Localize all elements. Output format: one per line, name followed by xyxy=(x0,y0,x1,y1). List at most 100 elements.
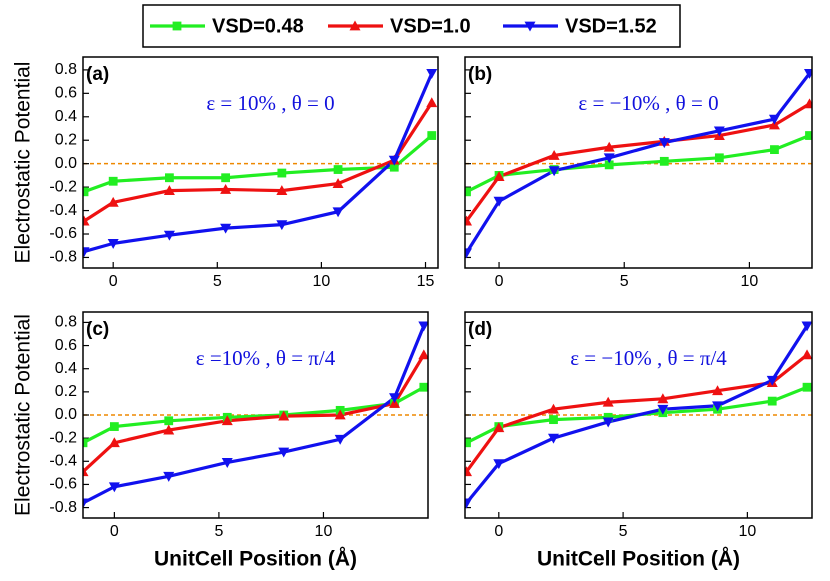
legend-label: VSD=1.0 xyxy=(390,15,471,37)
y-tick-label: -0.8 xyxy=(49,499,77,516)
marker xyxy=(427,131,437,140)
y-tick-label: 0.0 xyxy=(55,155,77,172)
marker xyxy=(803,69,812,79)
x-tick-label: 0 xyxy=(109,273,118,290)
marker xyxy=(221,173,231,183)
marker xyxy=(109,422,119,431)
marker xyxy=(465,248,473,259)
marker xyxy=(770,145,779,155)
y-tick-label: 0.6 xyxy=(55,337,77,354)
marker xyxy=(803,98,812,109)
y-tick-label: 0.4 xyxy=(55,360,77,377)
marker xyxy=(419,382,428,392)
marker xyxy=(465,466,472,477)
marker xyxy=(659,156,669,166)
marker xyxy=(657,393,669,404)
marker xyxy=(493,171,505,181)
y-tick-label: -0.4 xyxy=(49,202,77,219)
y-tick-label: -0.6 xyxy=(49,225,77,242)
marker xyxy=(602,417,614,428)
marker xyxy=(768,114,780,125)
marker xyxy=(713,126,725,137)
series-line xyxy=(465,72,811,254)
y-axis-label: Electrostatic Potential xyxy=(12,314,35,516)
marker xyxy=(220,183,232,194)
x-tick-label: 0 xyxy=(494,523,503,540)
marker xyxy=(547,433,559,444)
plot-area xyxy=(465,321,812,509)
y-tick-label: 0.0 xyxy=(55,406,77,423)
x-tick-label: 10 xyxy=(313,273,331,290)
marker xyxy=(465,498,472,509)
y-tick-label: -0.6 xyxy=(49,476,77,493)
marker xyxy=(389,162,399,172)
marker xyxy=(388,155,400,166)
panel-label: (c) xyxy=(86,319,109,340)
marker xyxy=(548,166,560,177)
plot-area xyxy=(83,321,428,509)
series-line xyxy=(83,101,434,223)
marker xyxy=(276,220,288,231)
marker xyxy=(83,247,90,258)
marker xyxy=(276,185,288,196)
y-tick-label: 0.2 xyxy=(55,131,77,148)
legend-label: VSD=1.52 xyxy=(565,15,657,37)
marker xyxy=(712,385,724,396)
y-tick-label: 0.8 xyxy=(55,314,77,331)
marker xyxy=(163,424,175,435)
x-tick-label: 5 xyxy=(620,273,629,290)
x-tick-label: 10 xyxy=(741,273,759,290)
marker xyxy=(163,185,175,196)
x-axis-label: UnitCell Position (Å) xyxy=(154,547,357,571)
x-tick-label: 5 xyxy=(214,523,223,540)
marker xyxy=(802,382,812,392)
marker xyxy=(83,466,89,477)
marker xyxy=(465,187,471,197)
marker xyxy=(493,459,505,470)
marker xyxy=(465,215,473,226)
marker xyxy=(767,396,777,406)
x-tick-label: 15 xyxy=(417,273,435,290)
marker xyxy=(332,207,344,218)
marker xyxy=(603,412,613,422)
marker xyxy=(603,141,615,152)
legend-marker xyxy=(349,20,361,31)
marker xyxy=(83,498,89,509)
series-line xyxy=(465,102,811,223)
x-tick-label: 0 xyxy=(495,273,504,290)
marker xyxy=(164,416,174,426)
marker xyxy=(107,238,119,249)
marker xyxy=(221,415,233,426)
y-tick-label: 0.4 xyxy=(55,108,77,125)
y-tick-label: -0.8 xyxy=(49,249,77,266)
x-tick-label: 5 xyxy=(619,523,628,540)
marker xyxy=(465,438,471,448)
plot-area xyxy=(465,69,812,259)
annotation: ε = −10% , θ = π/4 xyxy=(570,346,727,370)
annotation: ε = 10% , θ = 0 xyxy=(206,91,334,115)
marker xyxy=(418,321,428,332)
marker xyxy=(108,176,118,186)
marker xyxy=(83,215,90,226)
marker xyxy=(547,403,559,414)
y-tick-label: 0.2 xyxy=(55,383,77,400)
series-line xyxy=(83,325,426,505)
marker xyxy=(83,438,88,448)
legend-marker xyxy=(172,21,182,31)
marker xyxy=(83,187,89,197)
marker xyxy=(277,168,287,178)
marker xyxy=(712,401,724,412)
marker xyxy=(658,138,670,149)
marker xyxy=(549,415,558,425)
x-axis-label: UnitCell Position (Å) xyxy=(537,547,740,571)
plot-frame xyxy=(82,56,439,269)
y-tick-label: 0.6 xyxy=(55,85,77,102)
panel-label: (b) xyxy=(468,64,492,85)
x-tick-label: 0 xyxy=(110,523,119,540)
marker xyxy=(108,482,120,493)
marker xyxy=(334,434,346,445)
y-tick-label: -0.2 xyxy=(49,178,77,195)
marker xyxy=(221,458,233,468)
marker xyxy=(220,223,232,234)
legend-label: VSD=0.48 xyxy=(212,15,304,37)
